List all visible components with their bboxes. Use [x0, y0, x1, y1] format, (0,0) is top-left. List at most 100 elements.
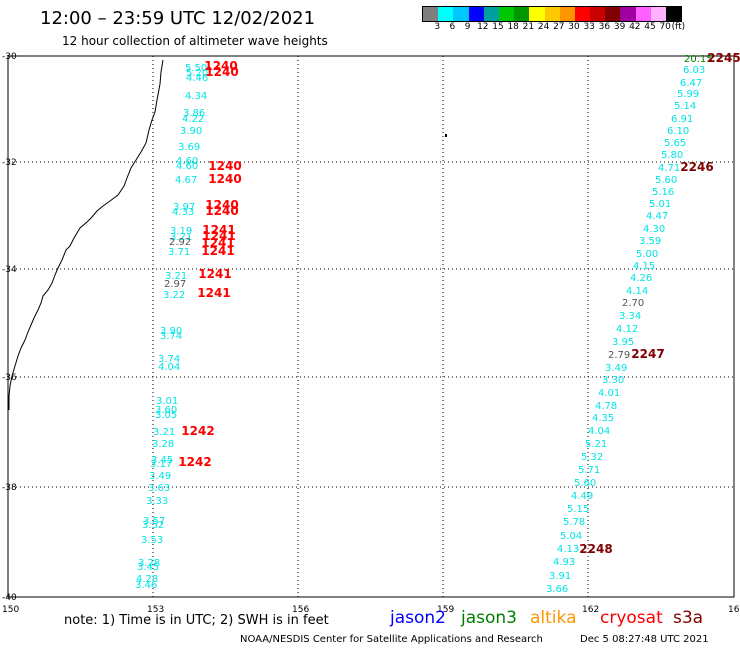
color-swatch	[620, 7, 636, 21]
color-swatch	[529, 7, 545, 21]
lon-tick-label: 159	[437, 605, 454, 615]
wave-height-value: 3.63	[148, 483, 170, 494]
wave-height-value: 4.04	[158, 362, 180, 373]
wave-height-value: 4.35	[592, 413, 614, 424]
legend-item-altika: altika	[530, 608, 577, 628]
wave-height-value: 3.53	[141, 535, 163, 546]
color-scale-label: 6	[449, 22, 456, 32]
wave-height-value: 3.30	[602, 375, 624, 386]
wave-height-value: 3.74	[160, 331, 182, 342]
lat-tick-label: -32	[2, 158, 17, 168]
wave-height-value: 3.66	[546, 584, 568, 595]
color-scale-label: 18	[507, 22, 519, 32]
wave-height-value: 6.47	[680, 78, 702, 89]
wave-height-value: 4.26	[630, 273, 652, 284]
wave-height-value: 5.01	[649, 199, 671, 210]
lat-tick-label: -30	[2, 52, 17, 62]
color-scale-label: 15	[492, 22, 504, 32]
wave-height-value: 3.45	[137, 562, 159, 573]
wave-height-value: 6.03	[683, 65, 705, 76]
wave-height-value: 4.33	[172, 207, 194, 218]
color-swatch	[574, 7, 591, 21]
wave-height-value: 3.33	[146, 496, 168, 507]
color-scale-label: 24	[537, 22, 550, 32]
wave-height-value: 3.90	[160, 326, 182, 337]
legend-item-cryosat: cryosat	[600, 608, 663, 628]
wave-height-value: 4.01	[598, 388, 620, 399]
wave-height-value: 3.45	[151, 455, 173, 466]
wave-height-value: 2.70	[622, 298, 644, 309]
pass-time-label: 1240	[204, 59, 237, 73]
wave-height-value: 3.17	[150, 459, 172, 470]
wave-height-value: 3.71	[168, 247, 190, 258]
color-scale-label: 36	[598, 22, 611, 32]
wave-height-value: 4.15	[633, 261, 655, 272]
legend-item-s3a: s3a	[673, 608, 704, 628]
wave-height-value: 3.90	[180, 126, 202, 137]
wave-height-value: 4.34	[185, 91, 207, 102]
wave-height-value: 4.28	[136, 574, 158, 585]
page-title: 12:00 – 23:59 UTC 12/02/2021	[40, 8, 316, 29]
wave-height-value: 2.79	[608, 350, 630, 361]
wave-height-value: 5.50	[185, 63, 207, 74]
color-swatch	[423, 7, 439, 21]
wave-height-value: 3.91	[549, 571, 571, 582]
wave-height-value: 2.97	[164, 279, 186, 290]
wave-height-value: 4.12	[616, 324, 638, 335]
legend-item-jason3: jason3	[461, 608, 517, 628]
color-scale-label: 70	[659, 22, 671, 32]
color-swatch	[650, 7, 666, 21]
lat-lon-grid: -30 -32 -34 -36 -38 -40 150 153 156 159 162 165	[2, 52, 740, 615]
wave-height-value: 3.60	[155, 405, 177, 416]
wave-height-value: 3.22	[163, 290, 185, 301]
legend-item-jason2: jason2	[390, 608, 446, 628]
wave-height-value: 4.46	[186, 73, 208, 84]
color-swatch	[514, 7, 530, 21]
pass-time-label: 2245	[707, 51, 740, 65]
wave-height-value: 4.60	[176, 161, 198, 172]
pass-time-label: 1241	[201, 244, 234, 258]
wave-height-value: 5.80	[661, 150, 683, 161]
wave-height-value: 3.21	[165, 271, 187, 282]
color-swatch	[559, 7, 575, 21]
wave-height-value: 5.20	[186, 68, 208, 79]
credit-text: NOAA/NESDIS Center for Satellite Applica…	[240, 634, 543, 645]
pass-time-label: 1241	[202, 229, 235, 243]
pass-time-label: 1240	[205, 65, 238, 79]
coastline	[8, 59, 164, 410]
wave-height-value: 5.78	[563, 517, 585, 528]
wave-height-value: 3.86	[183, 108, 205, 119]
generated-timestamp: Dec 5 08:27:48 UTC 2021	[580, 634, 709, 645]
wave-height-value: 3.28	[138, 558, 160, 569]
color-swatch	[605, 7, 621, 21]
wave-height-value: 3.52	[142, 520, 164, 531]
lon-tick-label: 162	[582, 605, 599, 615]
color-scale-label: 33	[583, 22, 595, 32]
footer-note: note: 1) Time is in UTC; 2) SWH is in fe…	[64, 613, 329, 628]
wave-height-value: 3.95	[612, 337, 634, 348]
color-scale-label: (ft)	[671, 22, 686, 32]
wave-height-value: 5.60	[574, 478, 596, 489]
wave-height-value: 3.05	[155, 410, 177, 421]
wave-height-value: 3.49	[605, 363, 627, 374]
lon-tick-label: 153	[147, 605, 164, 615]
wave-height-value: 4.22	[182, 114, 204, 125]
wave-height-value: 5.15	[567, 504, 589, 515]
pass-time-label: 1240	[208, 159, 241, 173]
wave-height-value: 5.32	[581, 452, 603, 463]
pass-time-label: 1240	[205, 198, 238, 212]
lon-tick-label: 165	[728, 605, 740, 615]
pass-time-label: 1241	[197, 286, 230, 300]
wave-height-value: 2.92	[169, 237, 191, 248]
wave-height-value: 4.30	[643, 224, 665, 235]
color-scale-label: 21	[522, 22, 535, 32]
pass-time-label: 2247	[631, 347, 664, 361]
lat-tick-label: -34	[2, 265, 17, 275]
wave-height-value: 3.21	[170, 232, 192, 243]
pass-time-label: 1242	[178, 455, 211, 469]
wave-height-value: 3.74	[158, 354, 180, 365]
pass-time-label: 1241	[198, 267, 231, 281]
lon-tick-label: 156	[292, 605, 309, 615]
wave-height-value: 3.21	[153, 427, 175, 438]
